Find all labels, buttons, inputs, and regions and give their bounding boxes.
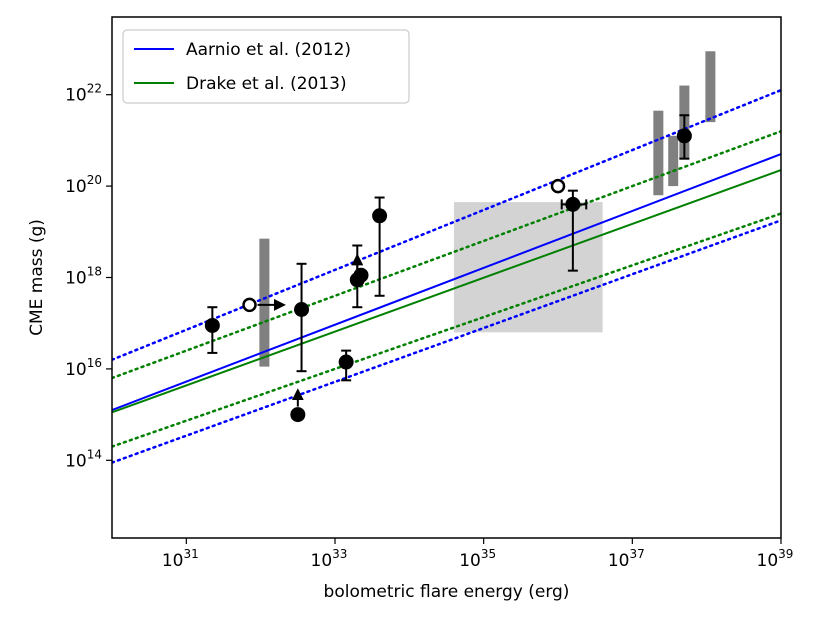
y-tick-label: 1014: [65, 447, 102, 471]
x-tick-label: 1039: [757, 547, 794, 571]
x-axis: 1031 1033 1035 1037 1039: [162, 538, 794, 571]
x-tick-label: 1035: [459, 547, 496, 571]
data-point: [290, 407, 306, 423]
fit-line: [112, 169, 781, 414]
range-bar: [668, 135, 679, 187]
bound-line: [112, 219, 781, 464]
y-tick-label: 1016: [65, 356, 102, 380]
x-tick-label: 1037: [608, 547, 645, 571]
y-tick-label: 1020: [65, 173, 102, 197]
legend-label: Aarnio et al. (2012): [186, 40, 351, 60]
y-axis: 1014 1016 1018 1020 1022: [65, 82, 112, 471]
legend-label: Drake et al. (2013): [186, 74, 347, 94]
y-tick-label: 1022: [65, 82, 102, 106]
data-point: [204, 317, 220, 333]
plot-content: [112, 51, 781, 464]
range-bar: [653, 110, 664, 196]
y-tick-label: 1018: [65, 265, 102, 289]
x-tick-label: 1031: [162, 547, 199, 571]
bound-line: [112, 212, 781, 448]
data-point: [338, 354, 354, 370]
plot-area: [112, 51, 781, 464]
bound-line: [112, 130, 781, 380]
y-axis-label: CME mass (g): [27, 219, 47, 336]
data-point-open: [242, 297, 257, 313]
data-point: [565, 196, 581, 212]
data-point-open: [550, 178, 566, 194]
bound-line: [112, 88, 781, 362]
range-bar: [705, 51, 716, 123]
legend: Aarnio et al. (2012) Drake et al. (2013): [122, 29, 410, 104]
x-axis-label: bolometric flare energy (erg): [324, 582, 570, 602]
x-tick-label: 1033: [311, 547, 348, 571]
data-point: [372, 208, 388, 224]
legend-box: [122, 29, 410, 104]
data-point: [676, 128, 692, 144]
data-point: [294, 301, 310, 317]
data-point: [353, 267, 369, 283]
fit-line: [112, 153, 781, 411]
range-bar: [259, 238, 270, 367]
